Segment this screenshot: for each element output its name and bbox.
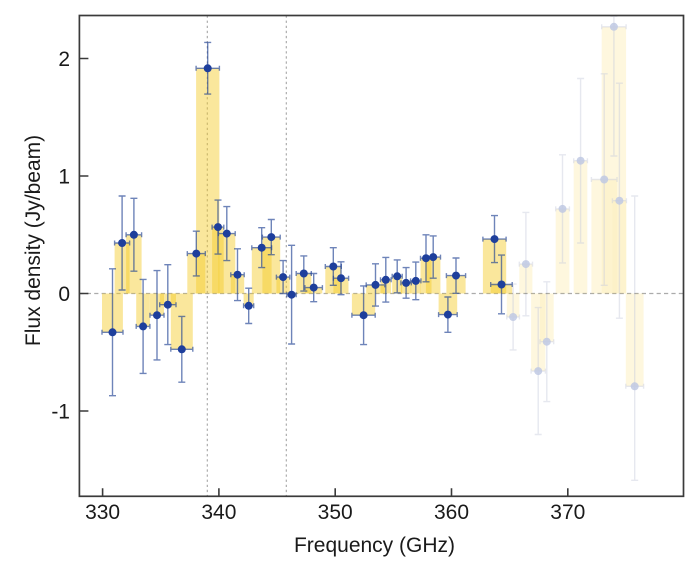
svg-text:1: 1 <box>58 165 70 188</box>
svg-text:Frequency (GHz): Frequency (GHz) <box>294 534 455 557</box>
svg-text:-1: -1 <box>51 400 70 423</box>
svg-text:370: 370 <box>550 501 585 524</box>
svg-text:Flux density (Jy/beam): Flux density (Jy/beam) <box>22 135 45 346</box>
svg-text:330: 330 <box>85 501 120 524</box>
svg-text:340: 340 <box>201 501 236 524</box>
svg-text:2: 2 <box>58 48 70 71</box>
svg-text:360: 360 <box>434 501 469 524</box>
svg-text:0: 0 <box>58 283 70 306</box>
svg-text:350: 350 <box>318 501 353 524</box>
